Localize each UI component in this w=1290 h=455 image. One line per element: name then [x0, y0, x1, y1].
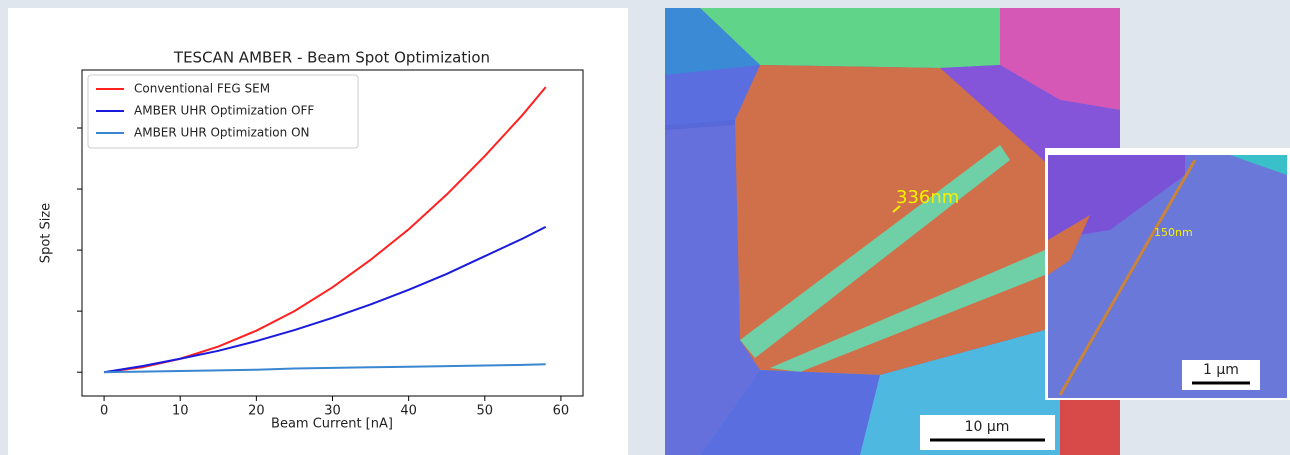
x-tick-label: 50: [477, 404, 494, 419]
x-tick-label: 0: [100, 404, 108, 419]
legend-label: Conventional FEG SEM: [134, 82, 270, 96]
x-tick-label: 40: [400, 404, 417, 419]
y-axis-label: Spot Size: [39, 203, 54, 263]
inset-measurement: 150nm: [1154, 226, 1193, 239]
grain: [1060, 395, 1120, 455]
scale-label: 10 µm: [965, 419, 1010, 435]
legend-label: AMBER UHR Optimization ON: [134, 126, 310, 140]
x-tick-label: 10: [172, 404, 189, 419]
legend-label: AMBER UHR Optimization OFF: [134, 104, 314, 118]
chart-title: TESCAN AMBER - Beam Spot Optimization: [173, 49, 490, 67]
measurement: 336nm: [896, 187, 959, 208]
x-tick-label: 30: [324, 404, 341, 419]
inset-scale-label: 1 µm: [1203, 362, 1239, 378]
x-tick-label: 60: [553, 404, 570, 419]
x-tick-label: 20: [248, 404, 265, 419]
micrograph: 10 µm 336nm 150nm 1 µm: [665, 8, 1290, 455]
figure: TESCAN AMBER - Beam Spot Optimization Be…: [0, 0, 1290, 455]
page: TESCAN AMBER - Beam Spot Optimization Be…: [0, 0, 1290, 455]
x-axis-label: Beam Current [nA]: [271, 417, 393, 432]
